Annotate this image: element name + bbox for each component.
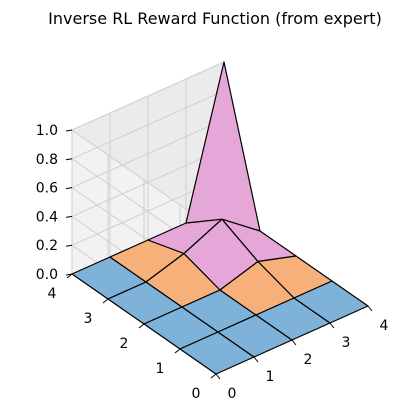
z-tick-mark: [65, 158, 73, 161]
z-tick-label: 0.2: [36, 238, 58, 254]
axis-ticks: 0 1 2 3 4 0 1 2 3 4 0.0 0.2 0.4 0.6 0.8 1.0: [36, 123, 389, 402]
grid-line-z-back: [71, 61, 225, 131]
y-tick-mark: [138, 323, 145, 329]
z-tick-mark: [65, 129, 73, 132]
surface-patch: [293, 280, 369, 324]
y-tick-label: 1: [156, 361, 165, 377]
z-tick-mark: [65, 273, 73, 276]
x-tick-mark: [367, 305, 373, 312]
chart-title: Inverse RL Reward Function (from expert): [48, 9, 382, 28]
x-tick-mark: [253, 356, 259, 363]
x-tick-label: 4: [380, 318, 389, 334]
z-tick-label: 1.0: [36, 123, 58, 139]
x-tick-label: 3: [342, 335, 351, 351]
y-tick-label: 0: [192, 386, 201, 402]
y-tick-label: 2: [120, 336, 129, 352]
y-tick-label: 4: [48, 286, 57, 302]
x-tick-mark: [291, 339, 297, 346]
y-tick-mark: [210, 373, 217, 379]
y-tick-mark: [174, 348, 181, 354]
x-tick-label: 1: [266, 369, 275, 385]
z-tick-label: 0.6: [36, 181, 58, 197]
surface: [71, 61, 369, 375]
z-tick-label: 0.0: [36, 267, 58, 283]
x-tick-mark: [329, 322, 335, 329]
z-tick-mark: [65, 244, 73, 247]
y-tick-mark: [102, 298, 109, 304]
x-tick-label: 2: [304, 352, 313, 368]
z-tick-label: 0.4: [36, 209, 58, 225]
y-tick-label: 3: [84, 311, 93, 327]
z-tick-mark: [65, 187, 73, 190]
x-tick-label: 0: [228, 386, 237, 402]
z-tick-label: 0.8: [36, 152, 58, 168]
z-tick-mark: [65, 215, 73, 218]
y-tick-mark: [66, 273, 73, 279]
x-tick-mark: [215, 373, 221, 380]
